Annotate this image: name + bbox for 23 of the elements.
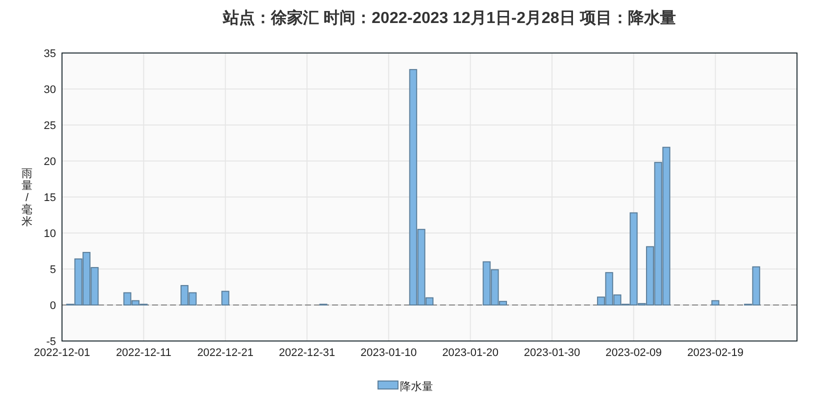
- bar: [221, 290, 230, 306]
- x-tick-label: 2023-01-20: [442, 347, 498, 359]
- x-tick-label: 2022-12-31: [278, 347, 336, 359]
- x-tick-label: 2022-12-21: [197, 347, 254, 359]
- x-tick-label: 2023-01-10: [360, 347, 417, 359]
- y-tick-label: 30: [44, 84, 56, 96]
- y-tick-label: 20: [44, 156, 56, 168]
- x-tick-label: 2022-12-01: [34, 347, 90, 359]
- y-tick-label: 25: [44, 120, 56, 132]
- y-tick-label: -5: [46, 336, 56, 348]
- x-tick-label: 2023-01-30: [524, 347, 580, 359]
- bar: [711, 300, 720, 306]
- legend-label: 降水量: [400, 380, 433, 393]
- y-tick-label: 5: [50, 264, 56, 276]
- x-tick-label: 2022-12-11: [116, 347, 172, 359]
- chart-title: 站点：徐家汇 时间：2022-2023 12月1日-2月28日 项目：降水量: [222, 8, 676, 27]
- y-tick-label: 10: [44, 228, 56, 240]
- y-tick-label: 0: [50, 300, 56, 312]
- y-tick-label: 15: [44, 192, 56, 204]
- x-tick-label: 2023-02-19: [687, 347, 744, 359]
- y-tick-label: 35: [44, 48, 56, 60]
- x-tick-label: 2023-02-09: [606, 347, 662, 359]
- y-axis-title: 雨量/毫米: [22, 168, 32, 228]
